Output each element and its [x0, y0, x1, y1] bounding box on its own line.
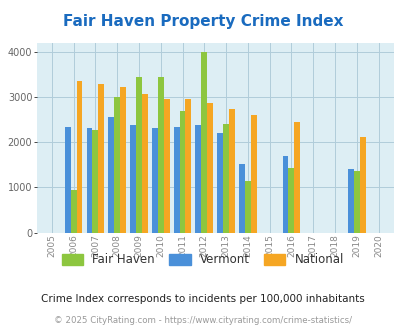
Bar — [114, 97, 120, 233]
Bar — [136, 77, 141, 233]
Bar — [158, 77, 163, 233]
Bar — [70, 190, 76, 233]
Bar — [359, 137, 365, 233]
Bar — [130, 125, 136, 233]
Bar — [86, 128, 92, 233]
Bar — [179, 111, 185, 233]
Bar — [76, 81, 82, 233]
Bar — [353, 171, 359, 233]
Legend: Fair Haven, Vermont, National: Fair Haven, Vermont, National — [62, 253, 343, 266]
Bar — [98, 84, 104, 233]
Bar — [163, 99, 169, 233]
Bar — [185, 99, 191, 233]
Bar — [141, 94, 147, 233]
Bar — [347, 169, 353, 233]
Bar — [294, 121, 300, 233]
Bar — [288, 169, 294, 233]
Bar — [195, 125, 201, 233]
Bar — [92, 130, 98, 233]
Bar — [64, 127, 70, 233]
Bar — [201, 52, 207, 233]
Bar — [207, 103, 213, 233]
Bar — [250, 115, 256, 233]
Bar — [228, 109, 234, 233]
Bar — [244, 181, 250, 233]
Bar — [223, 124, 228, 233]
Text: © 2025 CityRating.com - https://www.cityrating.com/crime-statistics/: © 2025 CityRating.com - https://www.city… — [54, 316, 351, 325]
Bar — [173, 127, 179, 233]
Text: Fair Haven Property Crime Index: Fair Haven Property Crime Index — [63, 14, 342, 29]
Text: Crime Index corresponds to incidents per 100,000 inhabitants: Crime Index corresponds to incidents per… — [41, 294, 364, 304]
Bar — [282, 156, 288, 233]
Bar — [120, 87, 126, 233]
Bar — [239, 164, 244, 233]
Bar — [151, 128, 158, 233]
Bar — [217, 133, 223, 233]
Bar — [108, 117, 114, 233]
